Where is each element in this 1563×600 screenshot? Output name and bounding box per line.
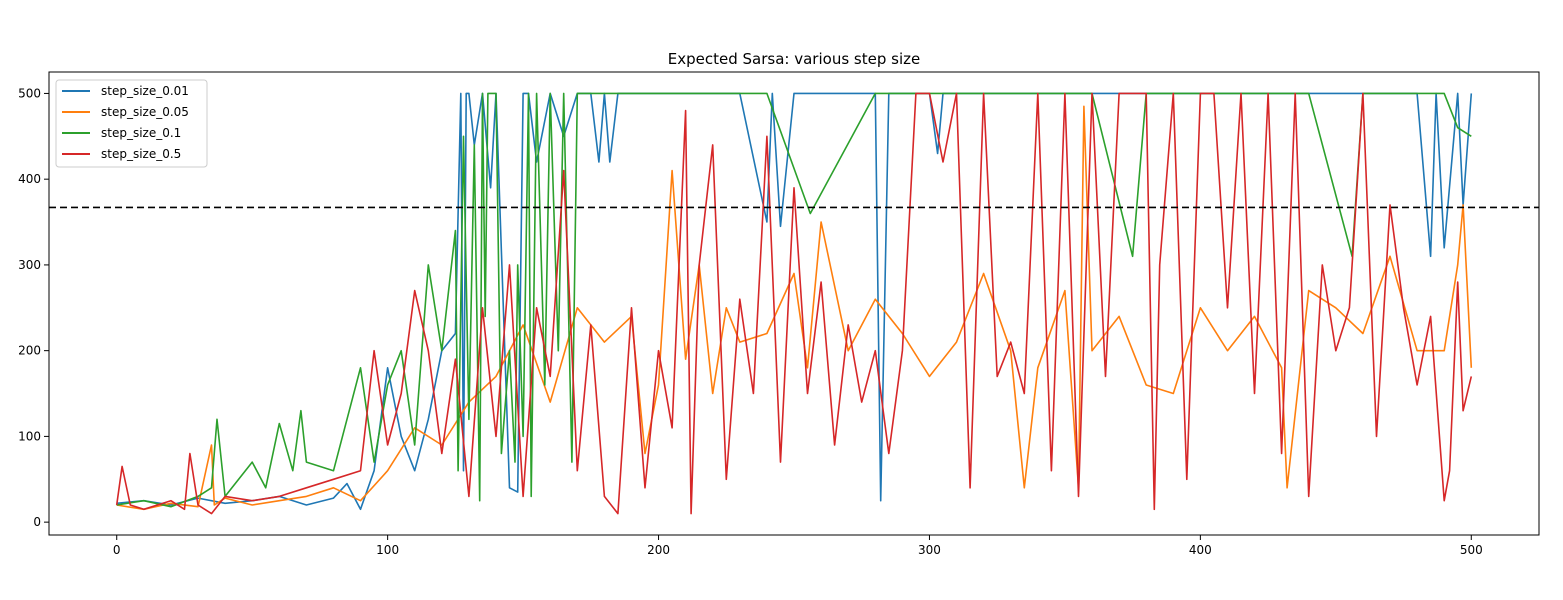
legend-label: step_size_0.1 (101, 126, 181, 140)
y-tick-label: 0 (33, 515, 41, 529)
y-tick-label: 500 (18, 86, 41, 100)
y-tick-label: 300 (18, 258, 41, 272)
x-tick-label: 200 (647, 543, 670, 557)
y-tick-label: 200 (18, 344, 41, 358)
legend-label: step_size_0.5 (101, 147, 181, 161)
x-tick-label: 100 (376, 543, 399, 557)
y-tick-label: 400 (18, 172, 41, 186)
x-tick-label: 0 (113, 543, 121, 557)
chart-title: Expected Sarsa: various step size (668, 50, 920, 68)
legend-label: step_size_0.05 (101, 105, 189, 119)
legend: step_size_0.01 step_size_0.05 step_size_0.… (56, 80, 207, 167)
x-tick-label: 500 (1460, 543, 1483, 557)
x-tick-label: 300 (918, 543, 941, 557)
y-tick-label: 100 (18, 429, 41, 443)
x-tick-label: 400 (1189, 543, 1212, 557)
legend-label: step_size_0.01 (101, 84, 189, 98)
